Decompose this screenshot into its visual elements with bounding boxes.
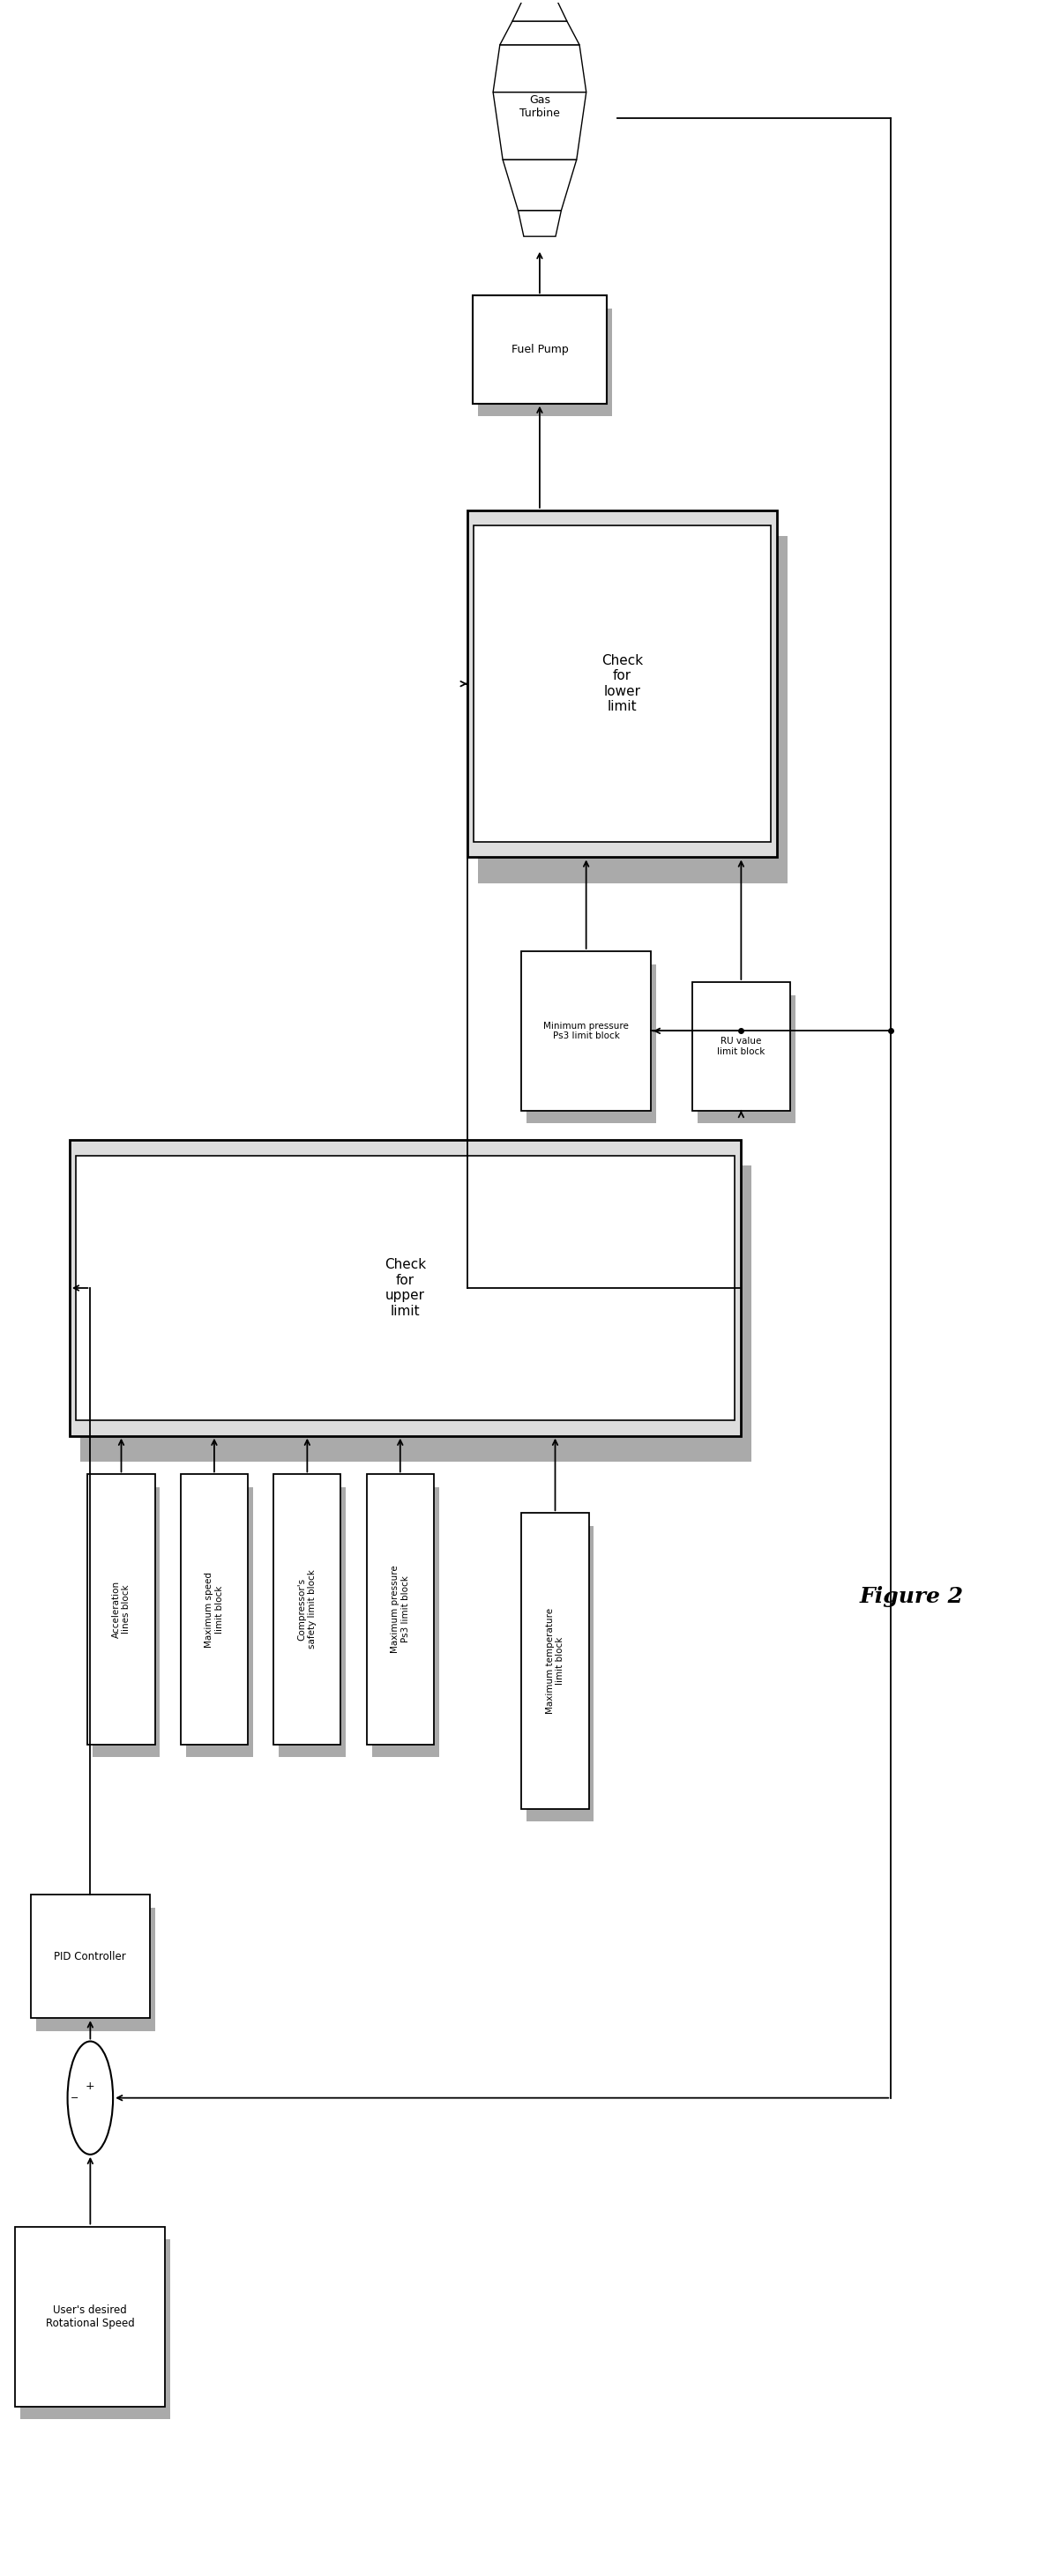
Polygon shape xyxy=(493,44,586,93)
Bar xyxy=(477,309,612,417)
Bar xyxy=(70,1141,741,1435)
Bar xyxy=(692,981,790,1110)
Bar xyxy=(16,2226,165,2406)
Text: Acceleration
lines block: Acceleration lines block xyxy=(112,1582,131,1638)
Text: Maximum speed
limit block: Maximum speed limit block xyxy=(204,1571,224,1646)
Bar xyxy=(92,1486,160,1757)
Bar xyxy=(473,526,771,842)
Bar xyxy=(274,1473,340,1744)
Bar xyxy=(521,951,651,1110)
Bar xyxy=(472,296,607,404)
Text: −: − xyxy=(71,2094,79,2102)
Text: Minimum pressure
Ps3 limit block: Minimum pressure Ps3 limit block xyxy=(544,1020,629,1041)
Bar xyxy=(526,963,656,1123)
Bar xyxy=(31,1896,149,2017)
Bar xyxy=(366,1473,434,1744)
Bar xyxy=(36,1909,155,2030)
Bar xyxy=(21,2239,170,2419)
Polygon shape xyxy=(502,160,576,211)
Text: User's desired
Rotational Speed: User's desired Rotational Speed xyxy=(46,2303,135,2329)
Text: Check
for
lower
limit: Check for lower limit xyxy=(602,654,644,714)
Bar xyxy=(467,510,777,858)
Bar xyxy=(76,1157,735,1419)
Bar xyxy=(80,1167,752,1461)
Polygon shape xyxy=(500,21,579,44)
Bar xyxy=(279,1486,346,1757)
Bar xyxy=(698,994,795,1123)
Text: Maximum temperature
limit block: Maximum temperature limit block xyxy=(546,1607,565,1713)
Bar xyxy=(181,1473,248,1744)
Polygon shape xyxy=(493,93,586,160)
Bar xyxy=(526,1525,594,1821)
Polygon shape xyxy=(518,211,562,237)
Bar xyxy=(477,536,788,884)
Text: Check
for
upper
limit: Check for upper limit xyxy=(385,1260,427,1316)
Text: +: + xyxy=(85,2081,94,2092)
Bar xyxy=(186,1486,253,1757)
Text: PID Controller: PID Controller xyxy=(54,1950,127,1963)
Text: Fuel Pump: Fuel Pump xyxy=(511,343,568,355)
Text: RU value
limit block: RU value limit block xyxy=(717,1036,765,1056)
Bar xyxy=(521,1512,589,1808)
Text: Maximum pressure
Ps3 limit block: Maximum pressure Ps3 limit block xyxy=(390,1566,410,1654)
Text: Gas
Turbine: Gas Turbine xyxy=(519,93,559,118)
Polygon shape xyxy=(513,0,567,21)
Bar xyxy=(87,1473,155,1744)
Bar xyxy=(372,1486,439,1757)
Circle shape xyxy=(67,2040,113,2154)
Text: Compressor's
safety limit block: Compressor's safety limit block xyxy=(298,1569,317,1649)
Text: Figure 2: Figure 2 xyxy=(859,1587,963,1607)
